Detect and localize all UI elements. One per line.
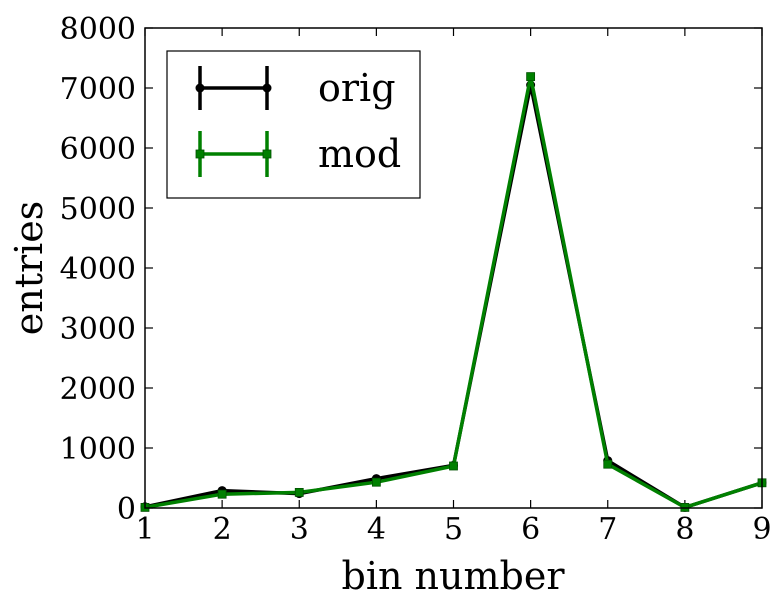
data-point-mod [294,487,304,497]
data-point-mod [449,461,458,471]
y-tick-label: 2000 [60,372,136,407]
x-tick-label: 2 [213,512,232,547]
y-tick-label: 1000 [60,432,136,467]
x-tick-label: 6 [521,512,540,547]
legend-label-mod: mod [318,132,401,176]
legend-label-orig: orig [318,66,396,110]
series-layer [140,72,767,512]
legend-swatch-orig [195,66,272,110]
y-tick-label: 4000 [60,252,136,287]
y-tick-label: 6000 [60,132,136,167]
x-tick-label: 1 [135,512,154,547]
x-tick-label: 5 [444,512,463,547]
legend-entry-mod: mod [195,131,401,177]
y-tick-label: 7000 [60,72,136,107]
data-point-mod [603,459,613,469]
x-axis-label: bin number [342,554,566,598]
data-point-mod [217,489,227,499]
legend-swatch-mod [195,131,272,177]
x-tick-label: 9 [752,512,771,547]
data-point-mod [371,477,381,487]
tick-labels: 1 2 3 4 5 6 7 8 9 0 1000 2000 3000 4000 5000 6000 7000 80… [60,12,772,547]
y-axis-label: entries [7,201,51,336]
data-point-mod [526,72,536,81]
legend-box [166,50,421,199]
legend-entry-orig: orig [195,66,396,110]
y-tick-label: 3000 [60,312,136,347]
plot-frame [144,27,763,509]
legend: orig mod [166,50,421,199]
x-tick-label: 8 [675,512,694,547]
y-tick-label: 8000 [60,12,136,47]
x-tick-label: 3 [290,512,309,547]
y-tick-label: 5000 [60,192,136,227]
x-tick-label: 7 [598,512,617,547]
x-tick-label: 4 [367,512,386,547]
y-tick-label: 0 [117,492,136,527]
